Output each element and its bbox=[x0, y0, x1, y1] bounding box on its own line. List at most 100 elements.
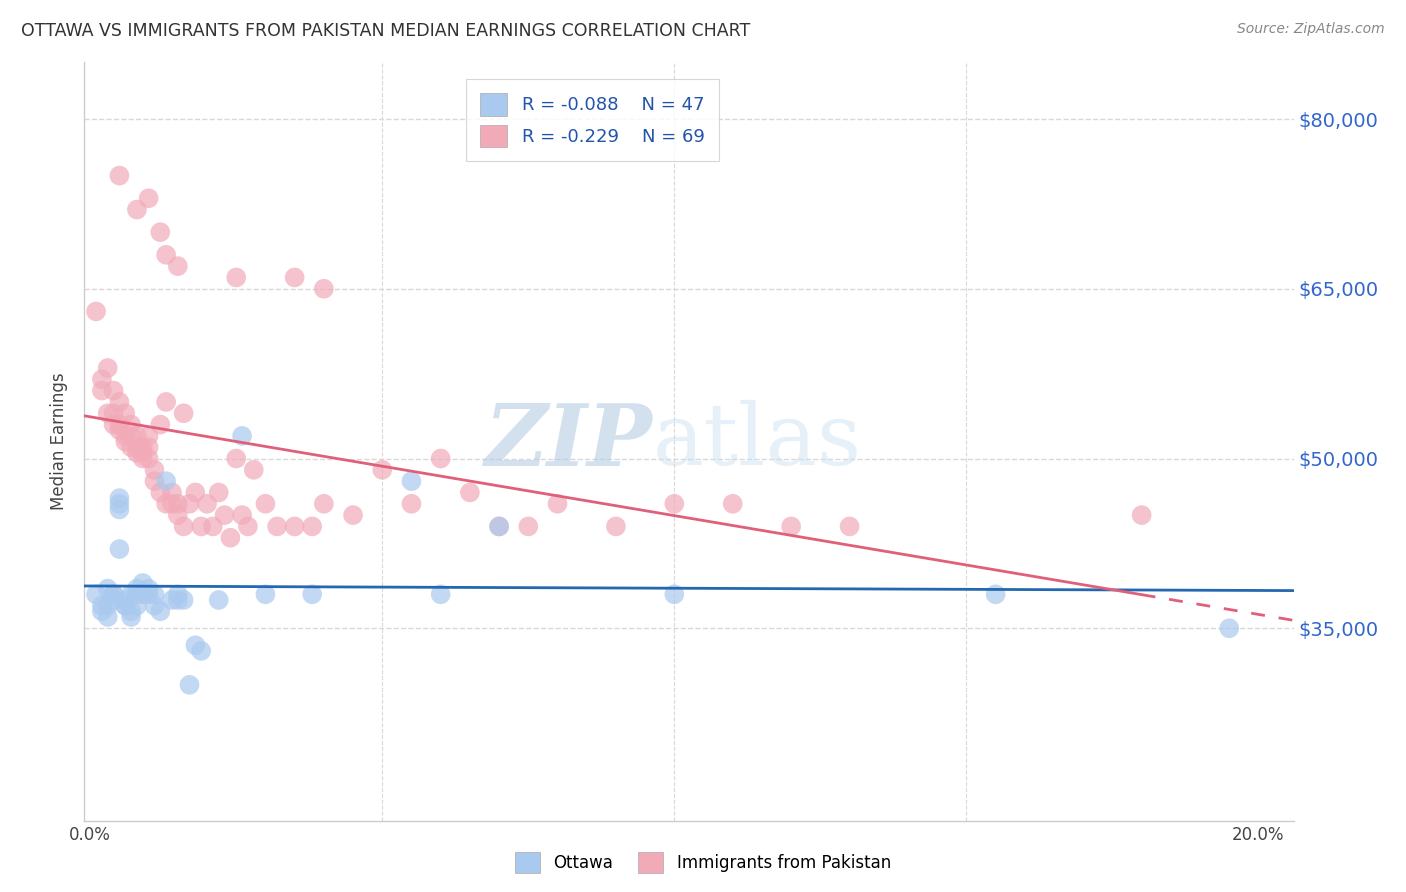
Point bbox=[166, 259, 188, 273]
Point bbox=[138, 429, 160, 443]
Point bbox=[838, 519, 860, 533]
Point bbox=[166, 508, 188, 522]
Text: OTTAWA VS IMMIGRANTS FROM PAKISTAN MEDIAN EARNINGS CORRELATION CHART: OTTAWA VS IMMIGRANTS FROM PAKISTAN MEDIA… bbox=[21, 22, 751, 40]
Point bbox=[125, 582, 148, 596]
Point bbox=[173, 593, 195, 607]
Point bbox=[114, 429, 136, 443]
Point bbox=[371, 463, 394, 477]
Point bbox=[138, 451, 160, 466]
Point bbox=[132, 451, 155, 466]
Point bbox=[108, 395, 131, 409]
Point bbox=[184, 485, 207, 500]
Point bbox=[108, 542, 131, 557]
Point bbox=[125, 440, 148, 454]
Point bbox=[301, 519, 323, 533]
Point bbox=[401, 497, 423, 511]
Point bbox=[219, 531, 242, 545]
Point bbox=[108, 491, 131, 505]
Point bbox=[458, 485, 481, 500]
Point bbox=[90, 604, 112, 618]
Point bbox=[160, 485, 183, 500]
Point bbox=[125, 587, 148, 601]
Point bbox=[84, 587, 107, 601]
Point bbox=[103, 406, 125, 420]
Point bbox=[120, 604, 142, 618]
Point bbox=[138, 587, 160, 601]
Point bbox=[114, 599, 136, 613]
Point bbox=[190, 644, 212, 658]
Point bbox=[103, 593, 125, 607]
Point bbox=[284, 270, 307, 285]
Point bbox=[488, 519, 510, 533]
Point bbox=[97, 361, 120, 376]
Point bbox=[114, 434, 136, 449]
Point bbox=[120, 440, 142, 454]
Point bbox=[242, 463, 264, 477]
Point bbox=[97, 406, 120, 420]
Point bbox=[160, 497, 183, 511]
Point bbox=[103, 587, 125, 601]
Point bbox=[155, 474, 177, 488]
Point bbox=[254, 587, 277, 601]
Point bbox=[108, 169, 131, 183]
Point bbox=[312, 497, 335, 511]
Point bbox=[342, 508, 364, 522]
Point bbox=[517, 519, 540, 533]
Point bbox=[214, 508, 236, 522]
Point bbox=[132, 440, 155, 454]
Point bbox=[132, 576, 155, 591]
Legend: Ottawa, Immigrants from Pakistan: Ottawa, Immigrants from Pakistan bbox=[509, 846, 897, 880]
Point bbox=[114, 406, 136, 420]
Point bbox=[90, 384, 112, 398]
Point bbox=[429, 451, 451, 466]
Point bbox=[120, 417, 142, 432]
Legend: R = -0.088    N = 47, R = -0.229    N = 69: R = -0.088 N = 47, R = -0.229 N = 69 bbox=[465, 79, 718, 161]
Point bbox=[97, 582, 120, 596]
Point bbox=[125, 446, 148, 460]
Point bbox=[138, 440, 160, 454]
Point bbox=[108, 497, 131, 511]
Point bbox=[225, 270, 247, 285]
Point bbox=[312, 282, 335, 296]
Point bbox=[108, 502, 131, 516]
Point bbox=[179, 497, 201, 511]
Point bbox=[160, 593, 183, 607]
Point bbox=[721, 497, 744, 511]
Point bbox=[97, 599, 120, 613]
Point bbox=[1218, 621, 1240, 635]
Point bbox=[266, 519, 288, 533]
Point bbox=[103, 587, 125, 601]
Point bbox=[190, 519, 212, 533]
Point bbox=[173, 406, 195, 420]
Point bbox=[120, 429, 142, 443]
Y-axis label: Median Earnings: Median Earnings bbox=[51, 373, 69, 510]
Point bbox=[125, 202, 148, 217]
Point bbox=[664, 497, 686, 511]
Point bbox=[149, 225, 172, 239]
Point bbox=[114, 593, 136, 607]
Point bbox=[149, 417, 172, 432]
Text: ZIP: ZIP bbox=[485, 400, 652, 483]
Point bbox=[90, 372, 112, 386]
Point bbox=[780, 519, 803, 533]
Point bbox=[284, 519, 307, 533]
Point bbox=[254, 497, 277, 511]
Point bbox=[108, 423, 131, 437]
Point bbox=[429, 587, 451, 601]
Point bbox=[301, 587, 323, 601]
Point bbox=[201, 519, 224, 533]
Point bbox=[149, 604, 172, 618]
Point bbox=[401, 474, 423, 488]
Point bbox=[166, 593, 188, 607]
Point bbox=[114, 599, 136, 613]
Point bbox=[132, 587, 155, 601]
Point bbox=[1130, 508, 1153, 522]
Point bbox=[166, 497, 188, 511]
Point bbox=[155, 248, 177, 262]
Point bbox=[236, 519, 259, 533]
Point bbox=[138, 582, 160, 596]
Text: Source: ZipAtlas.com: Source: ZipAtlas.com bbox=[1237, 22, 1385, 37]
Point bbox=[103, 417, 125, 432]
Point bbox=[208, 593, 231, 607]
Point bbox=[173, 519, 195, 533]
